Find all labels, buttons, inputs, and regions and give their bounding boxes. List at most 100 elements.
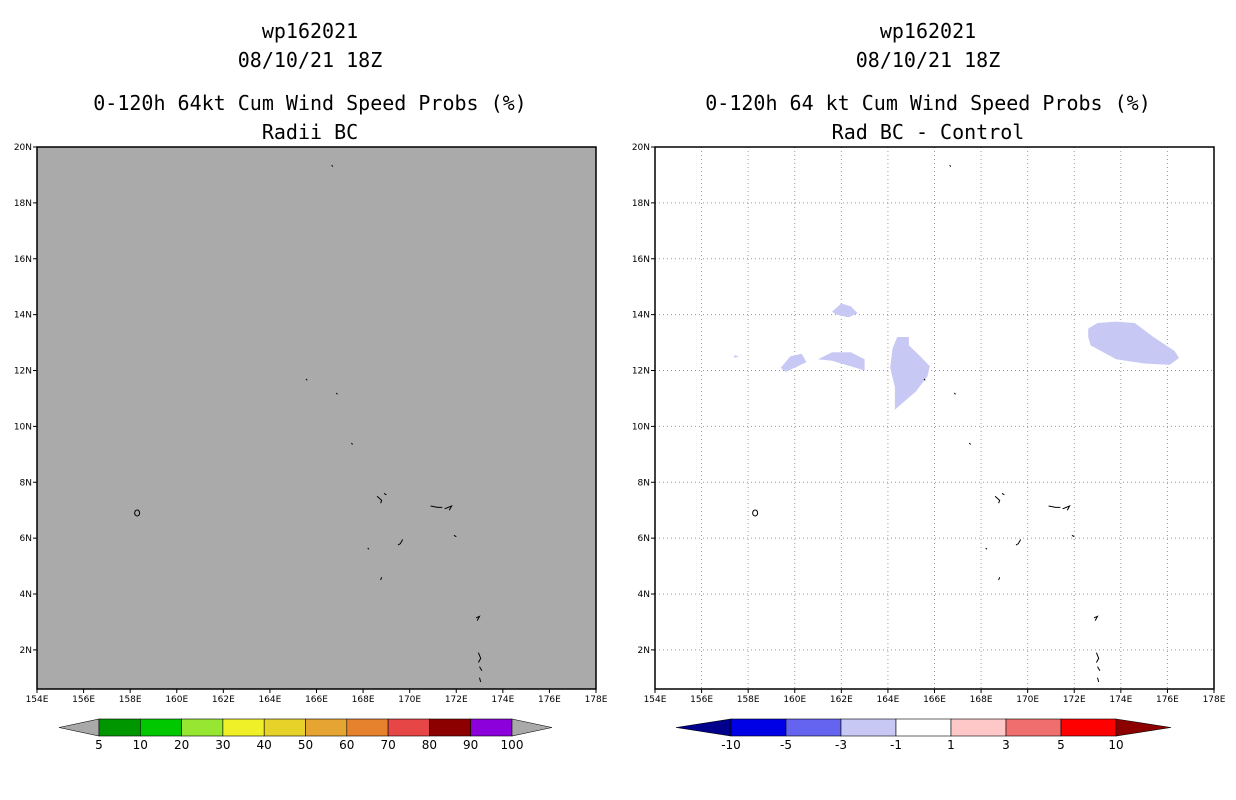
prob-diff-region bbox=[890, 337, 930, 410]
coastline bbox=[953, 392, 956, 395]
lat-tick-label: 14N bbox=[632, 311, 650, 321]
prob-diff-region bbox=[780, 353, 807, 372]
lat-tick-label: 20N bbox=[14, 143, 32, 153]
lon-tick-label: 156E bbox=[72, 695, 95, 705]
lon-tick-label: 174E bbox=[1109, 695, 1132, 705]
left-map-panel: 154E 156E 158E 160E 162E 164E 166E 168E 170E 172E… bbox=[14, 143, 608, 752]
coastline-atoll bbox=[752, 509, 759, 517]
colorbar-box bbox=[263, 718, 306, 737]
coastline bbox=[1095, 652, 1100, 663]
prob-diff-region bbox=[832, 303, 858, 318]
lat-tick-label: 4N bbox=[20, 590, 32, 600]
colorbar-label: -3 bbox=[835, 738, 847, 752]
colorbar-label: 5 bbox=[95, 738, 103, 752]
lat-tick-label: 6N bbox=[20, 534, 32, 544]
left-chart-subtitle: Radii BC bbox=[261, 120, 359, 144]
coastline bbox=[994, 495, 1001, 504]
lon-tick-label: 176E bbox=[1156, 695, 1179, 705]
right-chart-subtitle: Rad BC - Control bbox=[831, 120, 1025, 144]
coastline bbox=[305, 378, 308, 381]
coastline bbox=[923, 378, 926, 381]
lat-tick-label: 6N bbox=[638, 534, 650, 544]
coastline bbox=[351, 442, 353, 445]
colorbar-box bbox=[387, 718, 430, 737]
colorbar-label: 5 bbox=[1057, 738, 1065, 752]
colorbar-label: -1 bbox=[890, 738, 902, 752]
coastline bbox=[331, 164, 334, 167]
coastline bbox=[380, 577, 383, 581]
lon-tick-label: 154E bbox=[644, 695, 667, 705]
lat-tick-label: 10N bbox=[14, 422, 32, 432]
lon-tick-label: 154E bbox=[26, 695, 49, 705]
lon-tick-label: 162E bbox=[212, 695, 235, 705]
prob-diff-region bbox=[1088, 321, 1180, 365]
colorbar-box bbox=[730, 718, 787, 737]
colorbar-box bbox=[140, 718, 182, 737]
colorbar-label: 70 bbox=[380, 738, 395, 752]
coastline bbox=[969, 442, 971, 445]
coastline bbox=[477, 652, 482, 663]
lon-tick-label: 168E bbox=[970, 695, 993, 705]
right-chart-title: 0-120h 64 kt Cum Wind Speed Probs (%) bbox=[705, 91, 1151, 115]
colorbar-box bbox=[346, 718, 389, 737]
coastline bbox=[1062, 505, 1071, 511]
coastline bbox=[376, 495, 383, 504]
lon-tick-label: 164E bbox=[258, 695, 281, 705]
colorbar-label: -5 bbox=[780, 738, 792, 752]
lon-tick-label: 178E bbox=[585, 695, 608, 705]
colorbar-low-arrow bbox=[58, 718, 100, 737]
lon-tick-label: 172E bbox=[1063, 695, 1086, 705]
lat-tick-label: 16N bbox=[632, 255, 650, 265]
coastline bbox=[479, 666, 483, 672]
colorbar-box bbox=[305, 718, 348, 737]
lat-tick-label: 4N bbox=[638, 590, 650, 600]
lat-tick-label: 18N bbox=[632, 199, 650, 209]
colorbar-box bbox=[950, 718, 1007, 737]
lat-tick-label: 10N bbox=[632, 422, 650, 432]
coastline bbox=[949, 164, 952, 167]
lon-tick-label: 172E bbox=[445, 695, 468, 705]
colorbar-label: 20 bbox=[174, 738, 189, 752]
colorbar-label: 40 bbox=[257, 738, 272, 752]
lon-tick-label: 156E bbox=[690, 695, 713, 705]
coastline bbox=[383, 492, 387, 496]
lon-tick-label: 166E bbox=[923, 695, 946, 705]
colorbar-box bbox=[98, 718, 141, 737]
left-datetime: 08/10/21 18Z bbox=[237, 48, 383, 72]
lat-tick-label: 16N bbox=[14, 255, 32, 265]
coastline bbox=[1093, 615, 1099, 621]
coastline bbox=[1001, 492, 1005, 496]
colorbar-label: 10 bbox=[1108, 738, 1123, 752]
prob-diff-region bbox=[734, 355, 739, 358]
coastline bbox=[479, 677, 482, 683]
lon-tick-label: 162E bbox=[830, 695, 853, 705]
colorbar-label: 80 bbox=[422, 738, 437, 752]
lon-tick-label: 174E bbox=[491, 695, 514, 705]
colorbar-label: 60 bbox=[339, 738, 354, 752]
lat-tick-label: 20N bbox=[632, 143, 650, 153]
lat-tick-label: 2N bbox=[638, 646, 650, 656]
coastline-atoll bbox=[134, 509, 141, 517]
coastline bbox=[1048, 505, 1061, 508]
right-storm-id: wp162021 bbox=[879, 19, 977, 43]
colorbar-low-arrow bbox=[675, 718, 732, 737]
colorbar-box bbox=[181, 718, 224, 737]
lon-tick-label: 160E bbox=[783, 695, 806, 705]
left-chart-title: 0-120h 64kt Cum Wind Speed Probs (%) bbox=[93, 91, 527, 115]
left-storm-id: wp162021 bbox=[261, 19, 359, 43]
coastline bbox=[444, 505, 453, 511]
coastline bbox=[430, 505, 443, 508]
colorbar-box bbox=[785, 718, 842, 737]
colorbar-label: 50 bbox=[298, 738, 313, 752]
lat-tick-label: 2N bbox=[20, 646, 32, 656]
colorbar-box bbox=[895, 718, 952, 737]
colorbar-label: 3 bbox=[1002, 738, 1010, 752]
colorbar-box bbox=[840, 718, 897, 737]
coastline bbox=[453, 534, 457, 538]
lon-tick-label: 168E bbox=[352, 695, 375, 705]
colorbar-box bbox=[1005, 718, 1062, 737]
map-background bbox=[37, 147, 596, 689]
lon-tick-label: 160E bbox=[165, 695, 188, 705]
map-background bbox=[655, 147, 1214, 689]
